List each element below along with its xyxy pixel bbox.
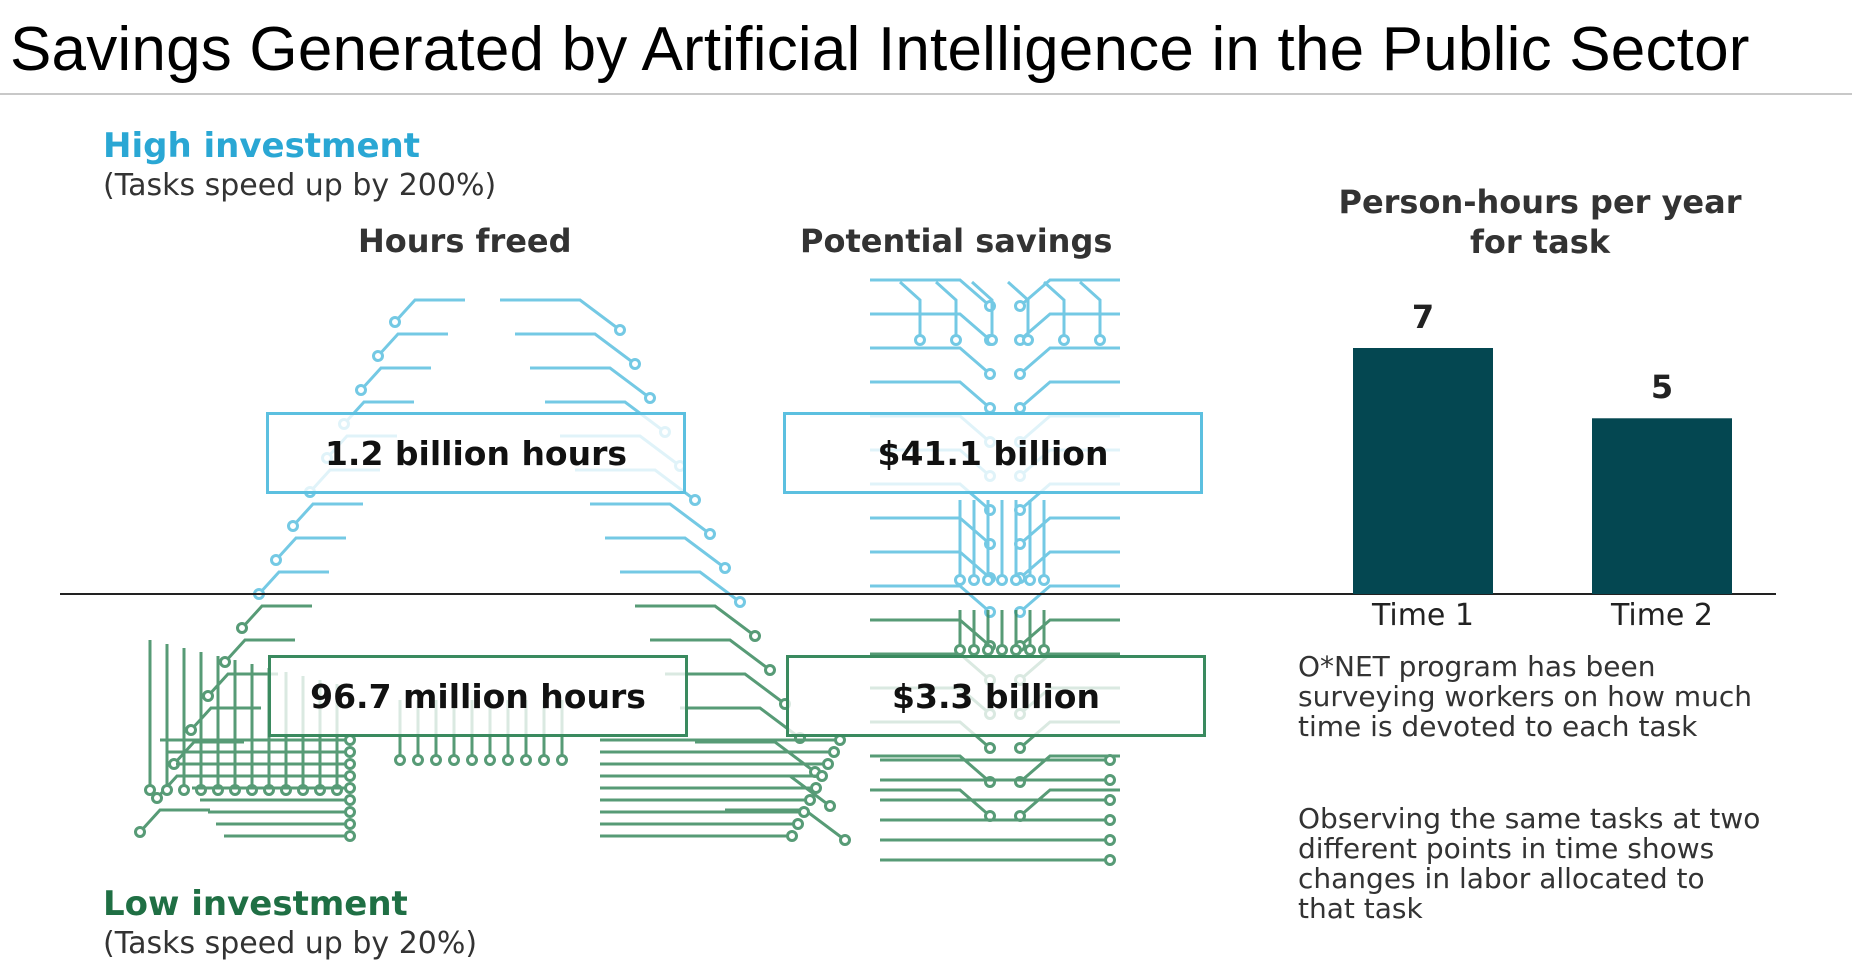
hours-freed-heading: Hours freed: [358, 222, 572, 260]
bar-value-label-1: 7: [1411, 298, 1435, 336]
note-onet: O*NET program has been surveying workers…: [1298, 650, 1753, 743]
high-investment-subtitle: (Tasks speed up by 200%): [103, 168, 497, 203]
page-title: Savings Generated by Artificial Intellig…: [10, 15, 1750, 84]
high-savings-box: $41.1 billion: [783, 412, 1203, 494]
low-investment-label: Low investment: [103, 884, 408, 924]
bar-value-label-2: 5: [1650, 368, 1674, 407]
potential-savings-heading: Potential savings: [800, 222, 1113, 260]
category-label-2: Time 2: [1610, 598, 1714, 633]
low-hours-box: 96.7 million hours: [268, 655, 688, 737]
note-observing: Observing the same tasks at two differen…: [1298, 802, 1761, 925]
chart-title: Person-hours per year for task: [1338, 183, 1742, 261]
title-divider: [0, 93, 1852, 95]
high-investment-label: High investment: [103, 126, 421, 166]
low-investment-subtitle: (Tasks speed up by 20%): [103, 926, 478, 961]
circuit-low-traces: [134, 604, 1120, 866]
high-hours-box: 1.2 billion hours: [266, 412, 686, 494]
category-label-1: Time 1: [1371, 598, 1475, 633]
low-savings-box: $3.3 billion: [786, 655, 1206, 737]
